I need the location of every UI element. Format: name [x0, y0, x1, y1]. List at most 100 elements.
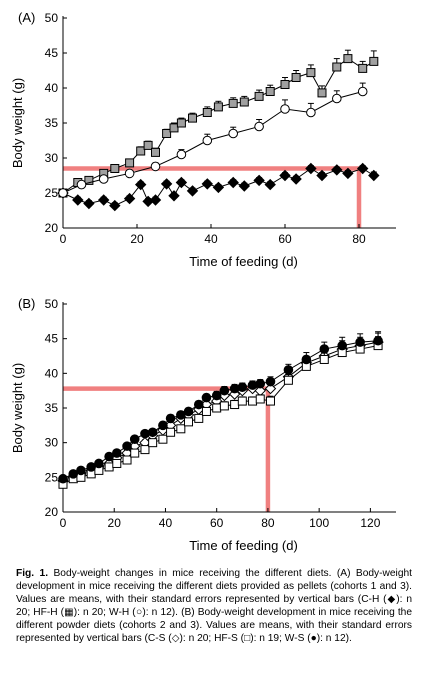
panel-a-series-c-h-point	[342, 167, 354, 180]
panel-b-y-tick-label: 50	[45, 297, 59, 311]
panel-b-x-tick-label: 60	[210, 516, 224, 530]
panel-b-series-w-s-point	[237, 382, 248, 392]
panel-a-series-w-h-point	[228, 128, 238, 139]
panel-a-series-c-h-point	[356, 162, 369, 175]
panel-a-series-c-h-point	[160, 178, 173, 190]
panel-a-series-c-h-point	[238, 180, 251, 192]
figure-caption: Fig. 1. Body-weight changes in mice rece…	[16, 567, 412, 645]
panel-b-series-w-s-point	[355, 337, 365, 347]
panel-a-series-c-h-point	[368, 169, 380, 182]
panel-b-x-tick-label: 40	[159, 516, 173, 530]
panel-a-series-hf-h-point	[280, 80, 290, 89]
panel-a-series-c-h-point	[279, 169, 291, 182]
panel-b-y-tick-label: 35	[45, 401, 59, 415]
panel-a-series-c-h-point	[305, 162, 317, 175]
panel-a-series-c-h-point	[83, 197, 95, 210]
panel-b-series-hf-s-point	[184, 417, 194, 427]
panel-a-series-c-h-point	[123, 192, 136, 205]
panel-b-series-hf-s-point	[230, 400, 240, 410]
panel-b-series-hf-s-point	[201, 406, 211, 416]
panel-a-series-w-h-point	[124, 168, 135, 179]
panel-a-series-w-h-point	[254, 121, 264, 132]
panel-b-y-tick-label: 45	[45, 332, 59, 346]
panel-a-series-c-h-point	[149, 194, 162, 206]
panel-a-series-hf-h-point	[317, 88, 327, 98]
panel-b-series-w-s-point	[140, 428, 150, 439]
panel-b-series-w-s-point	[68, 469, 79, 479]
panel-b-series-w-s-point	[319, 344, 330, 354]
panel-a-x-tick-label: 60	[278, 232, 292, 246]
panel-a-series-hf-h-point	[188, 113, 197, 123]
panel-a-series-hf-h-point	[291, 73, 301, 82]
panel-a-series-c-h-point	[97, 194, 110, 206]
panel-b-series-w-s-point	[111, 448, 122, 458]
panel-b-series-hf-s-point	[194, 413, 204, 423]
panel-b-series-w-s-point	[165, 413, 176, 424]
panel-a-series-hf-h-point	[358, 63, 368, 73]
panel-b-x-axis-label: Time of feeding (d)	[189, 538, 298, 553]
panel-a-series-hf-h-point	[202, 108, 212, 117]
panel-a-series-w-h-point	[150, 161, 161, 172]
panel-b-series-hf-s-point	[319, 354, 329, 364]
panel-b-series-w-s-point	[201, 392, 212, 403]
panel-a-x-tick-label: 0	[60, 232, 67, 246]
panel-a-series-w-h-point	[280, 104, 290, 114]
panel-a-series-c-h-point	[212, 181, 225, 194]
panel-b-x-tick-label: 80	[261, 516, 275, 530]
panel-a-series-c-h-point	[201, 178, 214, 190]
panel-a-series-w-h-point	[306, 107, 316, 118]
panel-a-series-c-h-point	[290, 173, 302, 185]
panel-b-series-w-s-point	[147, 427, 158, 438]
panel-a-series-w-h-point	[176, 149, 187, 160]
panel-a-series-hf-h-point	[369, 56, 379, 66]
panel-b-x-tick-label: 120	[360, 516, 380, 530]
panel-b-series-w-s-point	[229, 383, 240, 394]
panel-a-y-tick-label: 45	[45, 46, 59, 60]
panel-a-series-hf-h-point	[332, 62, 342, 72]
panel-b-series-c-s-point	[264, 382, 277, 395]
panel-b-y-tick-label: 25	[45, 470, 59, 484]
panel-b-y-tick-label: 40	[45, 366, 59, 380]
panel-a-series-w-h-point	[357, 86, 368, 97]
panel-b-series-hf-s-point	[158, 434, 168, 444]
panel-a-series-w-h-point	[202, 135, 213, 146]
panel-a-series-w-h-point	[98, 174, 109, 184]
panel-a-series-hf-h-point	[213, 102, 223, 112]
panel-a-series-hf-h-point	[84, 175, 94, 185]
panel-b-series-w-s-point	[301, 354, 312, 365]
panel-b-series-w-s-point	[183, 406, 194, 417]
panel-b-series-hf-s-point	[130, 448, 140, 458]
panel-b-series-w-s-point	[122, 441, 132, 451]
panel-b-x-tick-label: 20	[108, 516, 122, 530]
panel-b-series-w-s-point	[176, 410, 186, 420]
panel-a-x-tick-label: 20	[130, 232, 144, 246]
panel-a-series-w-h-point	[332, 93, 342, 104]
panel-a-y-tick-label: 50	[45, 11, 59, 25]
panel-a-series-hf-h-point	[228, 98, 238, 108]
panel-a-series-hf-h-point	[239, 97, 249, 107]
panel-a-series-hf-h-line	[62, 57, 375, 194]
panel-b-series-w-s-point	[193, 399, 204, 410]
panel-a-series-hf-h-point	[143, 140, 153, 150]
panel-b-series-hf-s-point	[237, 396, 247, 406]
panel-a-series-c-h-point	[186, 185, 199, 197]
panel-b-series-w-s-point	[247, 380, 258, 390]
panel-a-series-hf-h-point	[343, 54, 353, 64]
panel-b-series-hf-s-point	[166, 427, 176, 437]
panel-b-series-w-s-point	[255, 378, 266, 389]
panel-b-series-hf-s-point	[212, 403, 222, 413]
panel-b-series-hf-s-point	[104, 462, 114, 472]
panel-b-series-hf-s-point	[219, 401, 229, 411]
panel-b-series-hf-s-point	[112, 458, 122, 468]
panel-b-series-w-s-point	[58, 473, 68, 484]
caption-text: Body-weight changes in mice receiving th…	[16, 568, 412, 644]
panel-b-series-w-s-point	[104, 451, 114, 462]
panel-b-y-tick-label: 20	[45, 505, 59, 519]
panel-b-series-hf-s-point	[176, 424, 186, 434]
panel-a-series-c-h-point	[175, 176, 188, 189]
panel-a-label: (A)	[18, 10, 35, 25]
panel-a-series-c-h-point	[264, 178, 276, 191]
